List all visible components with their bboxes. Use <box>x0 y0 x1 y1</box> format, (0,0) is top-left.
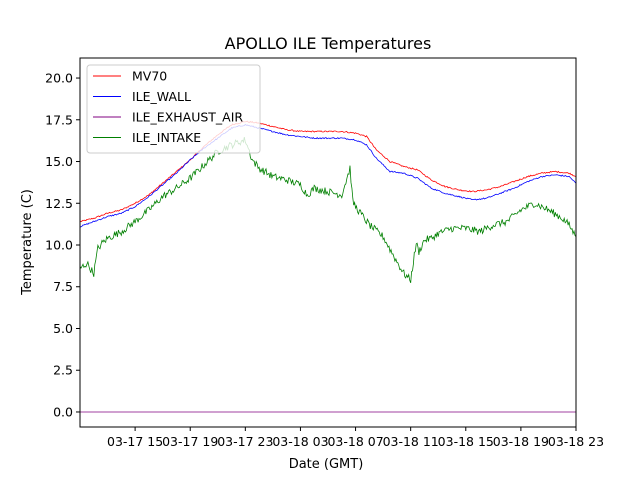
x-tick-label: 03-18 15 <box>438 434 494 449</box>
legend: MV70 ILE_WALL ILE_EXHAUST_AIR ILE_INTAKE <box>86 64 261 154</box>
legend-label-ile-wall: ILE_WALL <box>132 89 191 104</box>
series-line-ile-wall <box>80 123 576 228</box>
x-tick-label: 03-17 19 <box>162 434 218 449</box>
legend-label-ile-intake: ILE_INTAKE <box>132 130 201 145</box>
x-tick-label: 03-18 07 <box>327 434 383 449</box>
y-tick-label: 12.5 <box>45 196 73 211</box>
x-axis-label: Date (GMT) <box>289 457 364 472</box>
legend-label-mv70: MV70 <box>132 69 167 84</box>
y-tick-label: 2.5 <box>53 363 73 378</box>
x-tick-label: 03-18 11 <box>383 434 439 449</box>
y-tick-label: 10.0 <box>45 238 73 253</box>
y-axis-label: Temperature (C) <box>20 189 35 296</box>
series-line-mv70 <box>80 120 576 223</box>
y-tick-label: 0.0 <box>53 404 73 419</box>
x-tick-label: 03-17 15 <box>107 434 163 449</box>
legend-box <box>86 64 261 154</box>
x-tick-label: 03-18 23 <box>548 434 604 449</box>
y-tick-label: 20.0 <box>45 71 73 86</box>
series-line-ile-intake <box>80 137 576 284</box>
y-tick-label: 17.5 <box>45 112 73 127</box>
y-tick-label: 15.0 <box>45 154 73 169</box>
y-tick-label: 7.5 <box>53 279 73 294</box>
chart-title: APOLLO ILE Temperatures <box>225 34 432 53</box>
x-tick-label: 03-18 03 <box>272 434 328 449</box>
x-tick-label: 03-17 23 <box>217 434 273 449</box>
x-tick-label: 03-18 19 <box>493 434 549 449</box>
axes-frame <box>79 57 577 428</box>
y-tick-label: 5.0 <box>53 321 73 336</box>
legend-label-ile-exhaust-air: ILE_EXHAUST_AIR <box>132 110 243 125</box>
plot-area <box>80 120 576 413</box>
